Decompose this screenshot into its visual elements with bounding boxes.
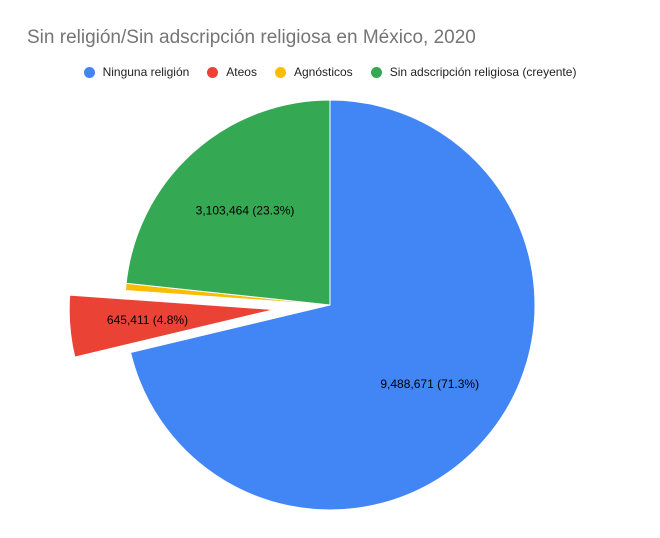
label-ninguna-religion: 9,488,671 (71.3%) [380, 377, 479, 391]
legend-label-sin-adscripcion: Sin adscripción religiosa (creyente) [389, 65, 577, 79]
slice-ateos[interactable] [68, 294, 275, 358]
label-sin-adscripcion: 3,103,464 (23.3%) [196, 203, 295, 217]
chart-legend: Ninguna religión Ateos Agnósticos Sin ad… [0, 65, 660, 79]
legend-swatch-sin-adscripcion [370, 66, 382, 78]
legend-label-agnosticos: Agnósticos [293, 65, 353, 79]
legend-item-ninguna-religion[interactable]: Ninguna religión [83, 65, 190, 79]
slice-ninguna-religion[interactable] [129, 99, 536, 511]
legend-label-ninguna-religion: Ninguna religión [102, 65, 190, 79]
slice-sin-adscripcion[interactable] [125, 99, 331, 306]
legend-item-agnosticos[interactable]: Agnósticos [274, 65, 353, 79]
legend-swatch-agnosticos [274, 66, 286, 78]
legend-item-ateos[interactable]: Ateos [207, 65, 257, 79]
legend-swatch-ateos [207, 66, 219, 78]
label-ateos: 645,411 (4.8%) [107, 313, 188, 327]
legend-swatch-ninguna-religion [83, 66, 95, 78]
legend-label-ateos: Ateos [226, 65, 257, 79]
legend-item-sin-adscripcion[interactable]: Sin adscripción religiosa (creyente) [370, 65, 577, 79]
chart-title: Sin religión/Sin adscripción religiosa e… [27, 27, 476, 48]
